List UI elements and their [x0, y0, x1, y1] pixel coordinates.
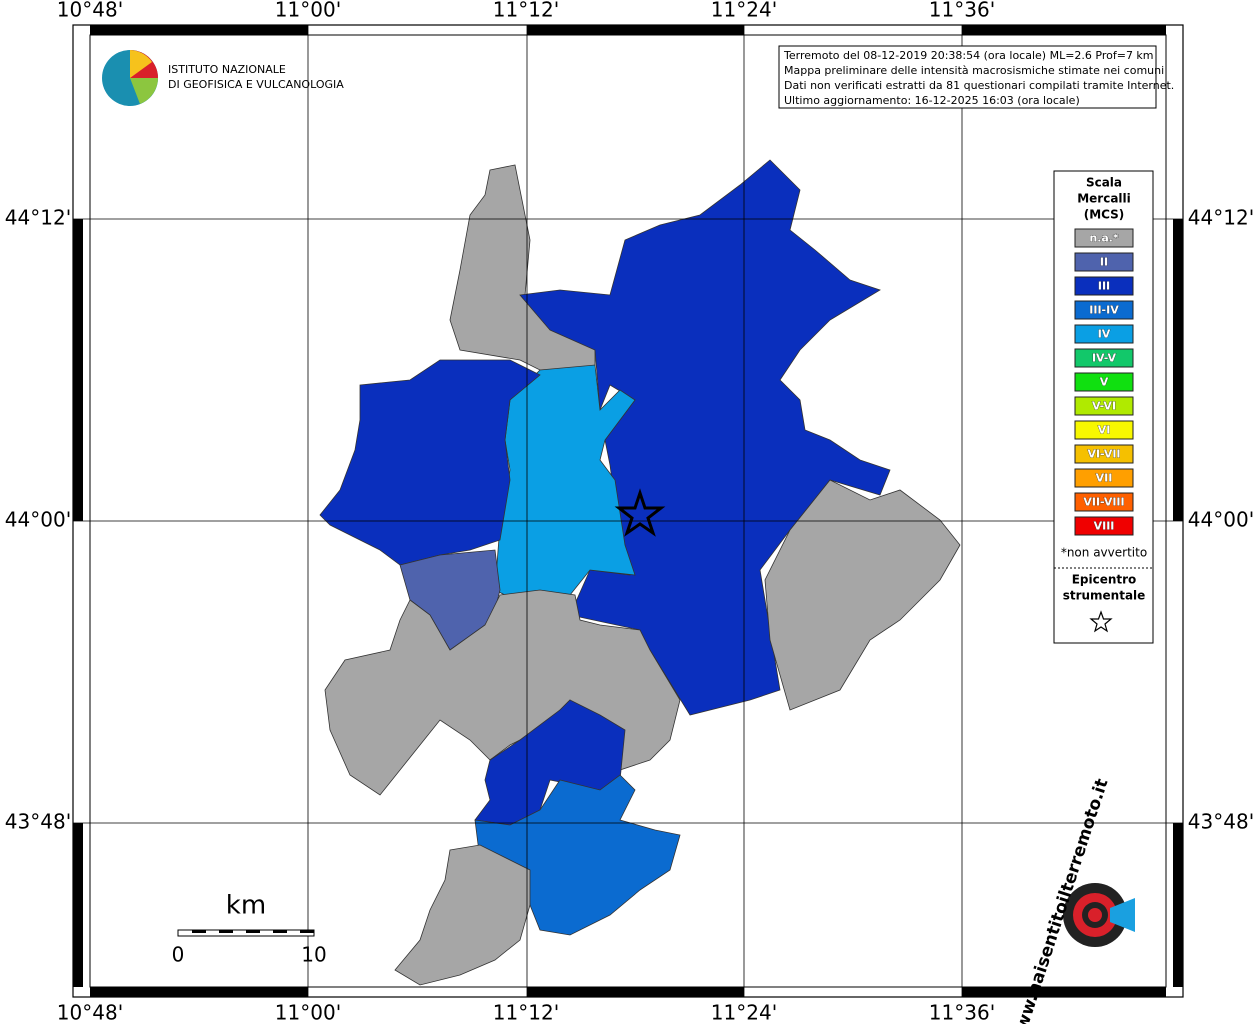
lon-label: 11°12' — [493, 0, 559, 22]
region — [319, 359, 541, 566]
lat-label: 44°12' — [1188, 206, 1254, 230]
graticule — [73, 25, 1183, 997]
legend-label: VI-VII — [1087, 448, 1120, 461]
epicenter-star — [614, 488, 666, 537]
info-line: Dati non verificati estratti da 81 quest… — [784, 79, 1174, 92]
lon-label: 11°00' — [275, 0, 341, 22]
lon-label: 11°36' — [929, 0, 995, 22]
lon-label: 11°12' — [493, 1001, 559, 1024]
lon-label: 11°24' — [711, 0, 777, 22]
legend-star — [1089, 610, 1113, 633]
lat-label: 43°48' — [1188, 810, 1254, 834]
legend-swatch — [1074, 348, 1134, 368]
legend-swatch — [1074, 420, 1134, 440]
legend-swatch — [1074, 372, 1134, 392]
legend-swatch — [1074, 444, 1134, 464]
scale-bar: km 0 10 — [172, 891, 327, 967]
legend-label: V — [1100, 376, 1109, 389]
lon-label: 11°00' — [275, 1001, 341, 1024]
scale-label: 10 — [301, 943, 326, 967]
legend-title: Scala — [1086, 176, 1122, 190]
legend-label: VIII — [1094, 520, 1115, 533]
logo-text: DI GEOFISICA E VULCANOLOGIA — [168, 78, 344, 91]
info-line: Mappa preliminare delle intensità macros… — [784, 64, 1164, 77]
legend-label: n.a.* — [1089, 232, 1119, 245]
region — [394, 844, 531, 986]
legend-label: V-VI — [1092, 400, 1116, 413]
lon-label: 11°36' — [929, 1001, 995, 1024]
legend-note: *non avvertito — [1061, 546, 1147, 560]
legend-title: Mercalli — [1077, 192, 1131, 206]
legend-label: IV — [1098, 328, 1111, 341]
frame — [72, 24, 1184, 998]
legend-epicenter: Epicentro — [1072, 573, 1137, 587]
legend-label: VII — [1096, 472, 1113, 485]
lat-label: 44°12' — [5, 206, 71, 230]
legend-label: VI — [1098, 424, 1111, 437]
regions — [319, 159, 961, 986]
legend-swatch — [1074, 228, 1134, 248]
lat-label: 44°00' — [5, 508, 71, 532]
lon-label: 10°48' — [57, 0, 123, 22]
legend-swatch — [1074, 300, 1134, 320]
info-box — [778, 45, 1157, 109]
logo: ISTITUTO NAZIONALE DI GEOFISICA E VULCAN… — [102, 50, 344, 106]
legend-swatch — [1074, 276, 1134, 296]
scale-label: 0 — [172, 943, 185, 967]
logo-text: ISTITUTO NAZIONALE — [168, 63, 286, 76]
legend-swatch — [1074, 252, 1134, 272]
region — [519, 159, 891, 716]
lat-label: 43°48' — [5, 810, 71, 834]
legend-label: III — [1098, 280, 1110, 293]
legend-swatch — [1074, 324, 1134, 344]
legend-swatch — [1074, 468, 1134, 488]
legend-label: IV-V — [1092, 352, 1117, 365]
legend-title: (MCS) — [1084, 208, 1125, 222]
legend-swatch — [1074, 516, 1134, 536]
region — [764, 479, 961, 711]
info-line: Terremoto del 08-12-2019 20:38:54 (ora l… — [783, 49, 1154, 62]
legend-label: II — [1100, 256, 1108, 269]
region — [494, 364, 636, 601]
info-line: Ultimo aggiornamento: 16-12-2025 16:03 (… — [784, 94, 1080, 107]
legend-swatch — [1074, 492, 1134, 512]
legend-label: VII-VIII — [1083, 496, 1124, 509]
scale-unit: km — [226, 891, 266, 921]
lat-label: 44°00' — [1188, 508, 1254, 532]
legend-swatch — [1074, 396, 1134, 416]
legend-epicenter: strumentale — [1063, 589, 1146, 603]
legend-label: III-IV — [1089, 304, 1119, 317]
lon-label: 10°48' — [57, 1001, 123, 1024]
lon-label: 11°24' — [711, 1001, 777, 1024]
